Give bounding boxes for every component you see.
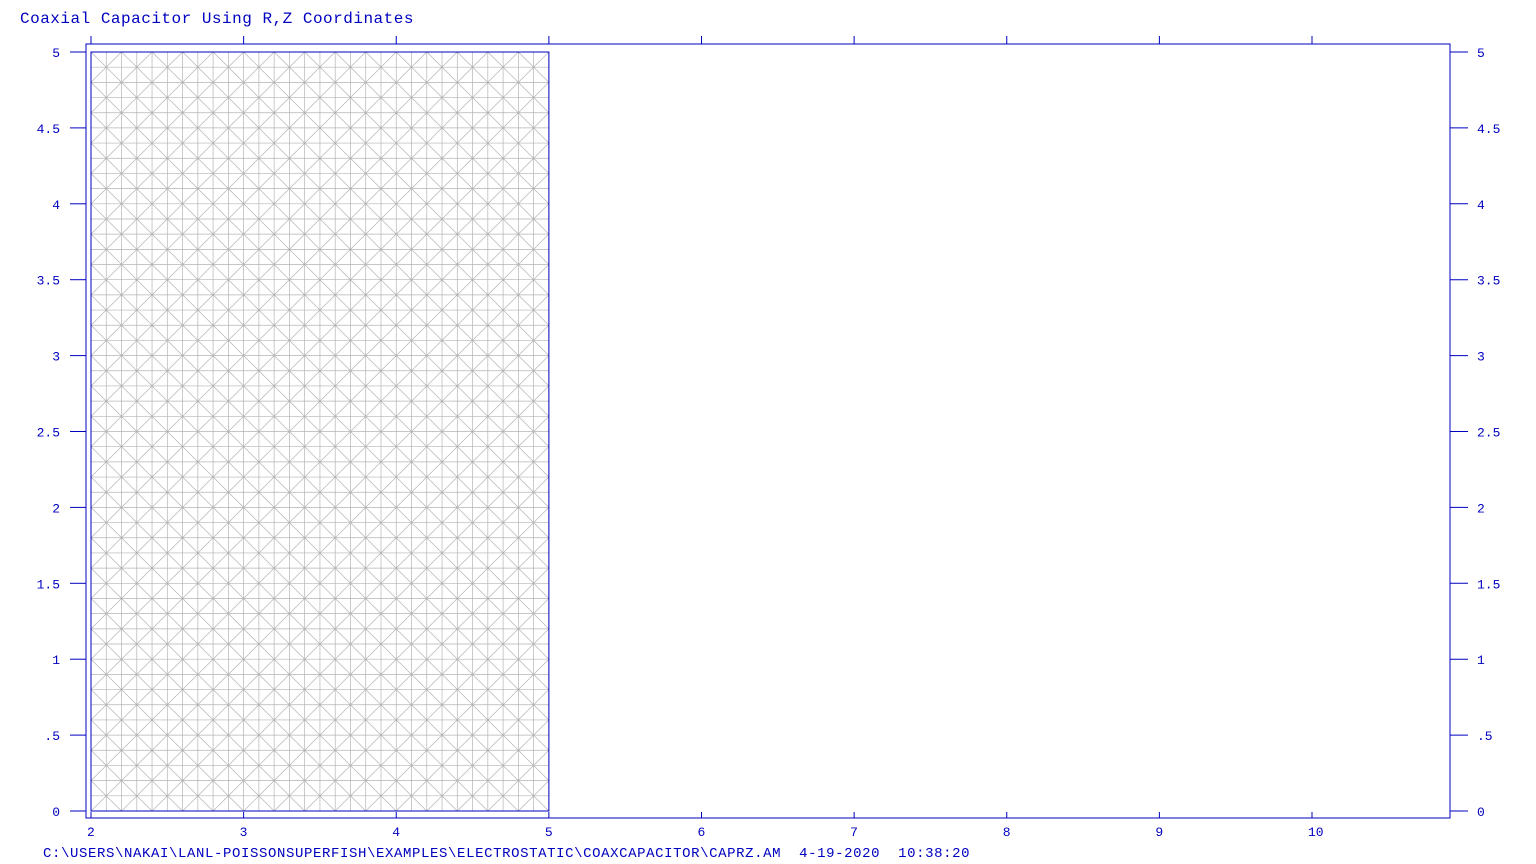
y-tick-label-left: 2.5 <box>37 426 60 441</box>
y-tick-label-right: 0 <box>1477 805 1485 820</box>
x-tick-label: 7 <box>850 825 858 840</box>
x-tick-label: 2 <box>87 825 95 840</box>
y-tick-label-right: 3 <box>1477 350 1485 365</box>
file-path: C:\USERS\NAKAI\LANL-POISSONSUPERFISH\EXA… <box>43 846 782 862</box>
y-tick-label-left: .5 <box>44 729 60 744</box>
x-axis: 2 3 4 5 6 7 8 9 10 <box>87 36 1324 840</box>
y-tick-label-right: 2.5 <box>1477 426 1500 441</box>
y-tick-label-right: 3.5 <box>1477 274 1500 289</box>
x-tick-label: 6 <box>698 825 706 840</box>
y-tick-label-right: 4.5 <box>1477 122 1500 137</box>
file-info: C:\USERS\NAKAI\LANL-POISSONSUPERFISH\EXA… <box>43 846 970 862</box>
file-time: 10:38:20 <box>898 846 971 862</box>
y-tick-label-right: 1 <box>1477 653 1485 668</box>
y-tick-label-right: 5 <box>1477 46 1485 61</box>
mesh-boundary <box>90 51 550 812</box>
y-tick-label-right: 4 <box>1477 198 1485 213</box>
mesh-lines <box>90 51 550 812</box>
y-tick-label-right: 2 <box>1477 501 1485 516</box>
y-tick-label-left: 4 <box>52 198 60 213</box>
y-tick-label-left: 3.5 <box>37 274 60 289</box>
plot-frame <box>85 43 1451 819</box>
plot-title: Coaxial Capacitor Using R,Z Coordinates <box>20 10 414 28</box>
mesh-triangles <box>90 51 550 812</box>
x-tick-label: 3 <box>240 825 248 840</box>
x-tick-label: 8 <box>1003 825 1011 840</box>
y-axis: 0 0 .5 .5 1 1 1.5 1.5 2 2 2.5 2.5 3 3 3.5 3.5 4 4 4.5 4.5 5 5 <box>37 46 1501 820</box>
y-tick-label-left: 3 <box>52 350 60 365</box>
x-tick-label: 9 <box>1155 825 1163 840</box>
y-tick-label-left: 5 <box>52 46 60 61</box>
x-tick-label: 5 <box>545 825 553 840</box>
y-tick-label-right: 1.5 <box>1477 577 1500 592</box>
y-tick-label-left: 2 <box>52 501 60 516</box>
y-tick-label-left: 1 <box>52 653 60 668</box>
file-date: 4-19-2020 <box>799 846 881 862</box>
y-tick-label-left: 1.5 <box>37 577 60 592</box>
x-tick-label: 4 <box>392 825 400 840</box>
x-tick-label: 10 <box>1308 825 1324 840</box>
y-tick-label-left: 0 <box>52 805 60 820</box>
y-tick-label-left: 4.5 <box>37 122 60 137</box>
y-tick-label-right: .5 <box>1477 729 1493 744</box>
